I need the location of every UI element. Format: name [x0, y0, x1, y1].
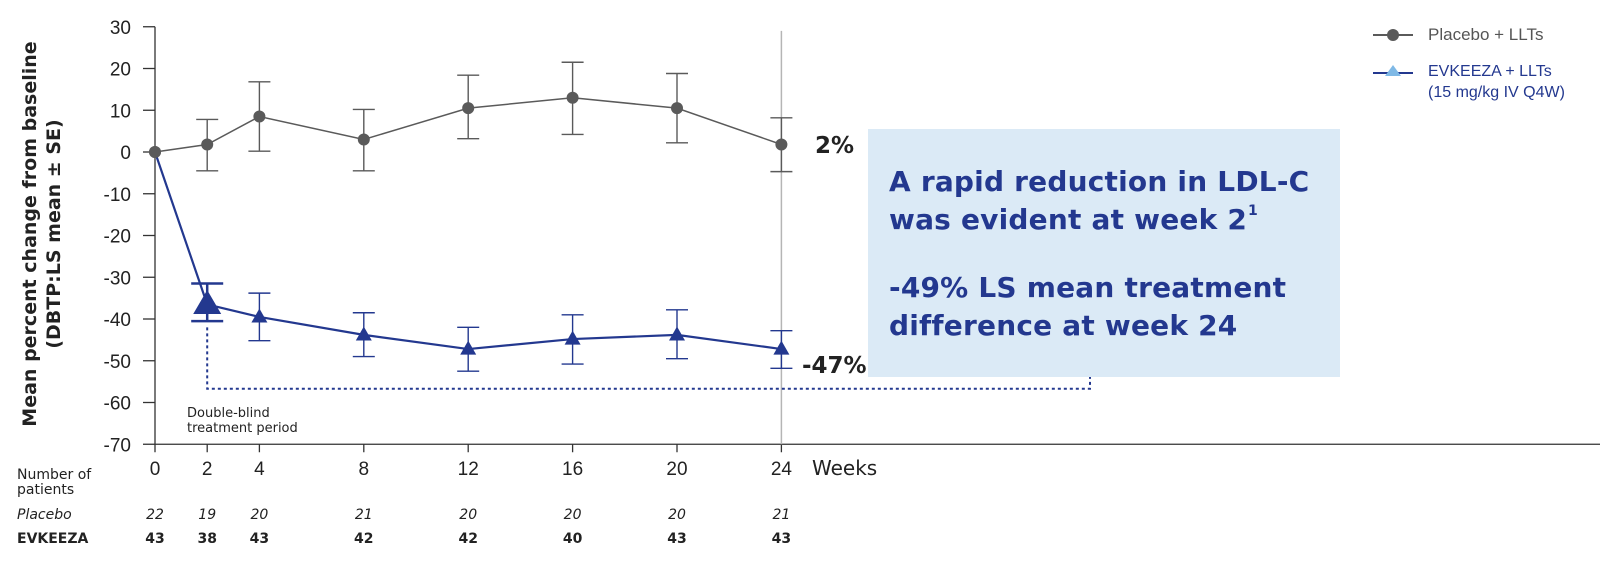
evkeeza-count: 38	[197, 531, 216, 547]
evkeeza-point	[564, 330, 581, 345]
y-axis-title-line1: Mean percent change from baseline	[19, 41, 41, 426]
y-tick-label: -70	[104, 435, 131, 456]
evkeeza-count: 42	[354, 531, 373, 547]
placebo-point	[201, 138, 214, 151]
placebo-row-label: Placebo	[17, 507, 72, 523]
y-tick-label: -20	[104, 227, 131, 248]
y-tick-label: 0	[120, 143, 131, 164]
placebo-point	[775, 138, 788, 151]
x-tick-label: 4	[254, 459, 265, 480]
evkeeza-count: 43	[145, 531, 164, 547]
evkeeza-count: 40	[563, 531, 583, 547]
placebo-count: 20	[668, 507, 686, 523]
y-tick-label: -10	[104, 185, 131, 206]
evkeeza-point	[669, 326, 685, 341]
y-axis-title: Mean percent change from baseline (DBTP:L…	[19, 41, 65, 426]
evkeeza-end-label: -47%	[802, 353, 867, 379]
y-tick-label: -60	[104, 394, 131, 415]
placebo-count: 20	[459, 507, 477, 523]
callout-line-2: was evident at week 2	[889, 203, 1248, 236]
series-evkeeza	[149, 146, 793, 372]
series-placebo	[149, 61, 793, 173]
x-tick-label: 24	[771, 459, 793, 480]
placebo-line	[154, 96, 782, 153]
x-axis-title: Weeks	[812, 456, 877, 480]
patients-header-line2: patients	[17, 482, 74, 498]
placebo-count: 20	[564, 507, 582, 523]
y-tick-label: -50	[104, 352, 131, 373]
evkeeza-count: 43	[772, 531, 791, 547]
patients-header-line1: Number of	[17, 467, 92, 483]
evkeeza-point	[773, 340, 790, 355]
placebo-point	[357, 133, 370, 146]
callout-line-3: -49% LS mean treatment	[889, 271, 1287, 304]
y-tick-label: 10	[110, 101, 131, 122]
callout-superscript: 1	[1248, 203, 1258, 219]
x-tick-label: 12	[458, 459, 479, 480]
callout-text-2: -49% LS mean treatment difference at wee…	[889, 269, 1340, 345]
callout-line-1: A rapid reduction in LDL-C	[889, 165, 1310, 198]
placebo-count: 22	[146, 507, 164, 523]
x-tick-label: 16	[562, 459, 583, 480]
x-tick-label: 0	[150, 459, 161, 480]
callout-text-1: A rapid reduction in LDL-C was evident a…	[889, 163, 1340, 239]
placebo-point	[253, 110, 266, 123]
legend-evkeeza-marker	[1373, 65, 1413, 76]
evkeeza-point	[149, 146, 161, 158]
placebo-count: 21	[355, 507, 373, 523]
legend-placebo-label: Placebo + LLTs	[1428, 25, 1544, 44]
evkeeza-row-label: EVKEEZA	[17, 531, 89, 547]
evkeeza-count: 43	[250, 531, 269, 547]
y-axis-title-line2: (DBTP:LS mean ± SE)	[43, 119, 65, 348]
legend-evkeeza-label: EVKEEZA + LLTs (15 mg/kg IV Q4W)	[1428, 61, 1565, 103]
evkeeza-point	[251, 308, 268, 323]
x-tick-label: 8	[359, 459, 370, 480]
y-tick-label: -30	[104, 268, 131, 289]
placebo-count: 19	[198, 507, 216, 523]
y-tick-label: 30	[110, 18, 131, 39]
x-tick-label: 20	[666, 459, 687, 480]
callout-box: A rapid reduction in LDL-C was evident a…	[868, 129, 1340, 377]
placebo-point	[462, 102, 475, 115]
period-label-line2: treatment period	[187, 421, 298, 436]
x-tick-label: 2	[202, 459, 213, 480]
evkeeza-count: 43	[667, 531, 686, 547]
evkeeza-point	[355, 326, 372, 341]
legend-evkeeza-label-line1: EVKEEZA + LLTs	[1428, 63, 1552, 80]
period-label-line1: Double-blind	[187, 406, 270, 421]
placebo-point	[566, 91, 579, 104]
placebo-count: 21	[772, 507, 790, 523]
legend-placebo-marker	[1373, 29, 1413, 41]
y-tick-label: -40	[104, 310, 131, 331]
evkeeza-count: 42	[458, 531, 477, 547]
placebo-point	[671, 102, 683, 115]
placebo-count: 20	[250, 507, 268, 523]
evkeeza-point	[460, 340, 477, 355]
placebo-end-label: 2%	[815, 133, 854, 159]
evkeeza-point	[193, 289, 222, 314]
evkeeza-line	[153, 151, 782, 351]
callout-line-4: difference at week 24	[889, 309, 1238, 342]
legend-evkeeza-label-line2: (15 mg/kg IV Q4W)	[1428, 84, 1565, 101]
y-tick-label: 20	[110, 60, 131, 81]
